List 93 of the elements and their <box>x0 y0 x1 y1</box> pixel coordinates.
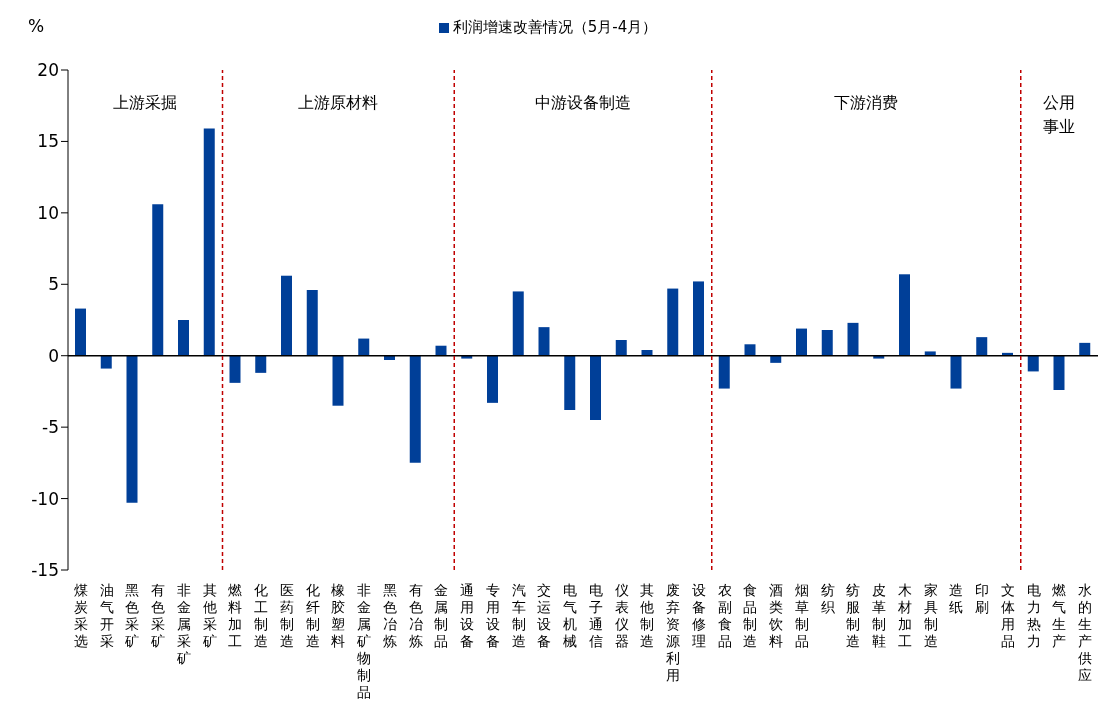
bar <box>1053 355 1065 390</box>
bar <box>384 355 395 360</box>
x-tick-label: 皮革制鞋 <box>872 582 887 649</box>
x-tick-label: 木材加工 <box>896 582 912 649</box>
x-tick-label: 设备修理 <box>691 582 706 649</box>
bar <box>1027 355 1039 372</box>
x-tick-label: 油气开采 <box>99 582 114 649</box>
y-tick-label: -5 <box>42 417 59 438</box>
x-tick-label: 非金属矿物制品 <box>356 582 372 700</box>
bar <box>75 308 86 356</box>
annotation: 上游采掘 <box>113 93 178 112</box>
y-tick-label: 10 <box>37 202 59 223</box>
x-tick-label: 通用设备 <box>460 582 475 649</box>
x-tick-label: 燃料加工 <box>228 582 243 649</box>
bar <box>693 281 704 356</box>
y-tick-label: 0 <box>48 345 59 366</box>
annotation: 公用事业 <box>1043 93 1076 136</box>
x-tick-label: 废弃资源利用 <box>666 582 681 683</box>
x-tick-label: 化纤制造 <box>305 582 320 649</box>
y-tick-label: -15 <box>31 560 59 581</box>
bar <box>744 344 756 356</box>
x-tick-label: 电力热力 <box>1026 582 1041 649</box>
bar <box>1079 342 1091 356</box>
bar <box>281 275 292 356</box>
x-tick-label: 家具制造 <box>923 582 938 649</box>
bar <box>847 322 859 356</box>
x-tick-label: 其他制造 <box>640 582 655 649</box>
bar <box>358 338 370 356</box>
x-tick-label: 非金属采矿 <box>175 582 191 666</box>
bar <box>590 355 601 420</box>
y-tick-label: -10 <box>31 488 59 509</box>
bar <box>796 328 807 356</box>
bar <box>487 355 498 403</box>
bar <box>409 355 421 463</box>
bar <box>306 290 318 356</box>
x-tick-label: 专用设备 <box>485 582 500 649</box>
bar <box>152 204 164 356</box>
x-tick-label: 燃气生产 <box>1052 582 1067 649</box>
x-tick-label: 汽车制造 <box>511 582 526 649</box>
y-tick-label: 15 <box>37 131 59 152</box>
bar <box>924 351 936 356</box>
annotation: 中游设备制造 <box>535 93 631 112</box>
bar <box>332 355 344 406</box>
x-tick-label: 有色采矿 <box>150 582 166 649</box>
y-axis-title: % <box>28 16 45 36</box>
bar <box>821 330 833 356</box>
bar <box>461 355 473 359</box>
bar <box>538 327 550 356</box>
x-tick-label: 造纸 <box>949 582 964 615</box>
bar <box>976 337 988 356</box>
bar <box>203 128 215 356</box>
x-tick-label: 印刷 <box>975 582 990 615</box>
bar <box>615 340 627 356</box>
bar <box>950 355 962 389</box>
x-tick-label: 烟草制品 <box>794 582 809 649</box>
x-tick-label: 化工制造 <box>254 582 269 649</box>
y-tick-label: 20 <box>37 60 59 81</box>
x-tick-label: 食品制造 <box>743 582 758 649</box>
x-tick-label: 水的生产供应 <box>1078 582 1093 683</box>
annotation: 上游原材料 <box>298 93 379 112</box>
x-tick-label: 纺织 <box>820 582 835 615</box>
x-tick-label: 交运设备 <box>537 582 552 649</box>
bar <box>770 355 782 363</box>
bar <box>667 288 679 356</box>
bar <box>435 345 447 356</box>
bar <box>564 355 576 410</box>
x-tick-label: 金属制品 <box>434 582 449 649</box>
bar <box>873 355 885 359</box>
bar <box>899 274 910 356</box>
x-tick-label: 文体用品 <box>1000 582 1015 649</box>
bar <box>718 355 730 389</box>
x-tick-label: 农副食品 <box>717 582 732 649</box>
x-tick-label: 医药制造 <box>279 582 294 649</box>
x-tick-label: 黑色冶炼 <box>382 582 397 649</box>
x-tick-label: 黑色采矿 <box>124 582 140 649</box>
bar <box>178 320 189 356</box>
x-tick-label: 仪表仪器 <box>614 582 629 649</box>
x-tick-label: 橡胶塑料 <box>331 582 346 649</box>
y-tick-label: 5 <box>48 274 59 295</box>
bar <box>100 355 112 369</box>
bar <box>126 355 138 503</box>
x-tick-label: 酒类饮料 <box>768 582 784 649</box>
x-tick-label: 煤炭采选 <box>73 582 88 649</box>
bar <box>255 355 267 373</box>
bar <box>512 291 524 356</box>
x-tick-label: 其他采矿 <box>201 582 217 649</box>
x-tick-label: 有色冶炼 <box>408 582 423 649</box>
x-tick-label: 电气机械 <box>563 582 578 649</box>
annotation: 下游消费 <box>834 93 899 112</box>
x-tick-label: 电子通信 <box>588 582 603 649</box>
bar <box>229 355 241 383</box>
x-tick-label: 纺服制造 <box>846 582 861 649</box>
legend-label: 利润增速改善情况（5月-4月） <box>452 18 658 36</box>
